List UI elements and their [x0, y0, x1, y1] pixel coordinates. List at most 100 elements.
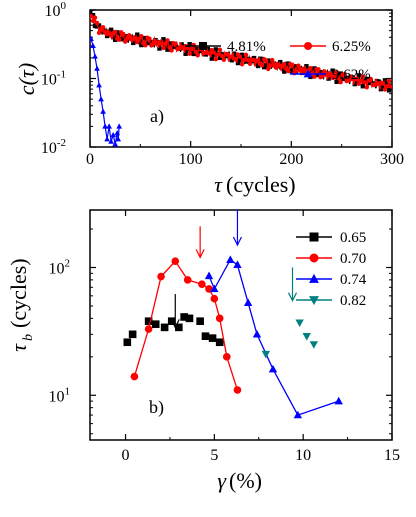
data-point	[96, 82, 102, 88]
series-0.74	[204, 255, 343, 419]
peak-arrow-head	[287, 292, 298, 303]
data-point	[294, 68, 299, 73]
data-point	[316, 67, 321, 72]
data-point	[196, 317, 204, 325]
data-point	[263, 63, 269, 68]
x-tick-label: 0	[86, 151, 94, 168]
data-point	[338, 79, 343, 85]
data-point	[217, 47, 223, 52]
data-point	[187, 42, 192, 47]
panel-b-y-title: τ b (cycles)	[6, 258, 36, 352]
x-tick-label: 200	[279, 151, 303, 168]
data-point	[100, 108, 106, 114]
data-point	[193, 49, 198, 55]
data-point	[90, 13, 94, 19]
data-point	[112, 141, 119, 147]
data-point	[189, 46, 194, 52]
data-point	[239, 62, 245, 67]
data-point	[239, 52, 245, 58]
panel-a-legend: 4.81% 6.25% 9.62%	[185, 39, 371, 83]
data-point	[388, 84, 392, 89]
y-tick-label: 10-2	[41, 137, 66, 157]
data-point	[213, 47, 219, 52]
data-point	[358, 78, 363, 83]
data-point	[106, 123, 112, 129]
data-point	[112, 29, 118, 35]
data-point	[219, 53, 225, 59]
data-point	[100, 25, 106, 30]
panel-a-label: a)	[150, 106, 164, 127]
series-0.70	[130, 257, 242, 394]
data-point	[247, 61, 253, 67]
x-tick-label: 15	[384, 447, 400, 464]
data-point	[151, 320, 160, 328]
data-point	[183, 51, 188, 56]
data-point	[382, 87, 388, 92]
data-point	[296, 63, 301, 68]
plot-area	[90, 10, 392, 147]
panel-b-x-title: γ (%)	[217, 468, 262, 493]
data-point	[90, 35, 94, 41]
x-tick-label: 0	[122, 447, 130, 464]
y-tick-label: 10-1	[41, 69, 66, 89]
data-point	[282, 61, 287, 67]
data-point	[332, 73, 337, 78]
data-point	[282, 69, 287, 74]
data-point	[215, 52, 221, 57]
data-point	[157, 272, 165, 281]
data-point	[308, 65, 313, 71]
data-point	[352, 81, 357, 87]
data-point	[114, 130, 121, 136]
data-point	[330, 68, 335, 73]
data-point	[364, 85, 370, 90]
x-tick-label: 300	[380, 151, 404, 168]
panel-b-frame	[89, 209, 393, 441]
data-point	[102, 123, 108, 129]
data-point	[201, 332, 210, 340]
data-point	[243, 52, 249, 57]
data-point	[208, 334, 217, 342]
legend-marker	[309, 273, 319, 283]
y-tick-label: 100	[45, 0, 67, 20]
legend-label: 4.81%	[227, 39, 266, 55]
data-point	[360, 74, 366, 79]
data-point	[286, 68, 291, 74]
svg-text:(cycles): (cycles)	[226, 172, 296, 197]
panel-b: 0 5 10 15 101 102 0.65 0.70 0.74 0.82 b) τ b (cy…	[6, 209, 400, 493]
data-point	[334, 396, 343, 405]
data-point	[270, 57, 275, 63]
data-point	[380, 84, 386, 89]
data-point	[290, 62, 295, 68]
data-point	[210, 294, 219, 303]
data-point	[128, 330, 137, 339]
data-point	[334, 69, 339, 75]
legend-label: 0.82	[340, 293, 366, 309]
data-point	[116, 37, 122, 42]
data-point	[356, 73, 361, 78]
data-point	[237, 58, 243, 63]
data-point	[108, 27, 114, 33]
peak-arrow-head	[232, 236, 242, 247]
data-point	[293, 410, 303, 419]
data-point	[221, 57, 227, 62]
data-point	[135, 39, 140, 45]
data-point	[139, 34, 144, 39]
svg-text:(cycles): (cycles)	[6, 258, 31, 328]
data-point	[210, 284, 219, 293]
data-point	[259, 63, 265, 68]
data-point	[115, 136, 122, 142]
data-point	[90, 13, 96, 18]
data-point	[143, 43, 148, 48]
panel-b-label: b)	[149, 397, 164, 418]
data-point	[336, 76, 341, 81]
data-point	[304, 64, 309, 69]
data-point	[237, 54, 243, 59]
data-point	[90, 10, 94, 12]
svg-text:b: b	[21, 334, 36, 341]
data-point	[290, 68, 295, 73]
data-point	[191, 51, 196, 57]
data-point	[252, 329, 262, 338]
series-0.65	[123, 313, 224, 347]
data-point	[302, 332, 311, 341]
data-point	[90, 42, 96, 49]
